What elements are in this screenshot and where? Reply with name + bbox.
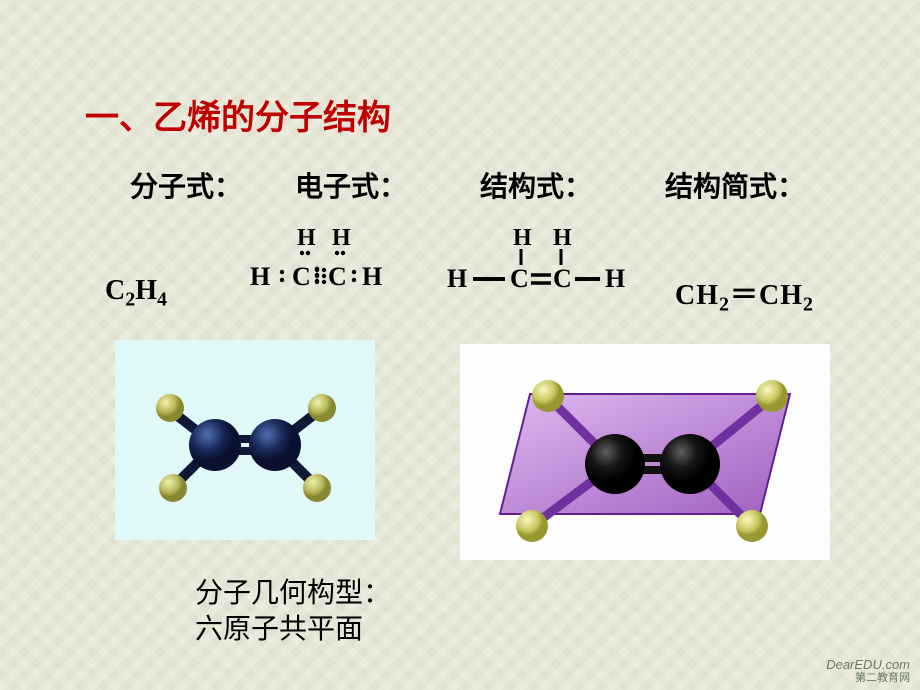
e-h-top2: H <box>332 225 351 251</box>
label-molecular: 分子式： <box>130 165 295 205</box>
formulas-row: C2H4 H H H C C H <box>105 225 880 325</box>
labels-row: 分子式： 电子式： 结构式： 结构简式： <box>130 165 860 205</box>
s-h-right: H <box>605 264 625 293</box>
watermark: DearEDU.com 第二教育网 <box>826 658 910 684</box>
e-h-top1: H <box>297 225 316 251</box>
e-h-left: H <box>250 262 270 291</box>
e-c1: C <box>292 262 311 291</box>
model-ball-stick-svg <box>115 340 375 540</box>
e-c2: C <box>328 262 347 291</box>
s-h-top1: H <box>513 225 532 251</box>
watermark-cn: 第二教育网 <box>826 672 910 684</box>
molecular-formula: C2H4 <box>105 275 167 312</box>
model-planar-svg <box>460 344 830 560</box>
geometry-line2: 六原子共平面 <box>195 612 391 648</box>
s-c1: C <box>510 264 529 293</box>
electron-formula: H H H C C H <box>220 225 410 312</box>
e-h-right: H <box>362 262 382 291</box>
structural-formula: H H H C C H <box>415 225 645 312</box>
electron-formula-svg: H H H C C H <box>220 225 410 305</box>
s-h-left: H <box>447 264 467 293</box>
label-structural: 结构式： <box>480 165 665 205</box>
section-title: 一、乙烯的分子结构 <box>85 90 391 139</box>
s-c2: C <box>553 264 572 293</box>
model-planar <box>460 344 830 560</box>
model-ball-stick <box>115 340 375 540</box>
condensed-formula: CH2＝CH2 <box>675 273 814 317</box>
label-condensed: 结构简式： <box>665 165 860 205</box>
geometry-line1: 分子几何构型： <box>195 576 391 612</box>
s-h-top2: H <box>553 225 572 251</box>
geometry-text: 分子几何构型： 六原子共平面 <box>195 576 391 649</box>
label-electron: 电子式： <box>295 165 480 205</box>
structural-formula-svg: H H H C C H <box>415 225 645 305</box>
watermark-en: DearEDU.com <box>826 658 910 672</box>
